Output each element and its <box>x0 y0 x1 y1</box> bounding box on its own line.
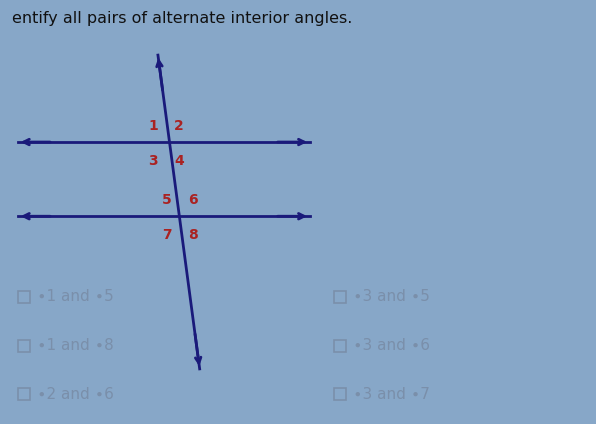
Text: 8: 8 <box>188 228 197 243</box>
Text: 5: 5 <box>162 193 172 207</box>
Text: ∙3 and ∙7: ∙3 and ∙7 <box>353 387 430 402</box>
Text: ∙2 and ∙6: ∙2 and ∙6 <box>37 387 114 402</box>
Text: ∙3 and ∙5: ∙3 and ∙5 <box>353 289 430 304</box>
Text: 4: 4 <box>174 154 184 168</box>
Text: ∙3 and ∙6: ∙3 and ∙6 <box>353 338 430 353</box>
Text: ∙1 and ∙8: ∙1 and ∙8 <box>37 338 114 353</box>
Text: ∙1 and ∙5: ∙1 and ∙5 <box>37 289 114 304</box>
Text: 6: 6 <box>188 193 197 207</box>
Text: 3: 3 <box>148 154 158 168</box>
Text: 2: 2 <box>174 119 184 133</box>
Text: 7: 7 <box>162 228 172 243</box>
Text: entify all pairs of alternate interior angles.: entify all pairs of alternate interior a… <box>12 11 352 25</box>
Text: 1: 1 <box>148 119 158 133</box>
